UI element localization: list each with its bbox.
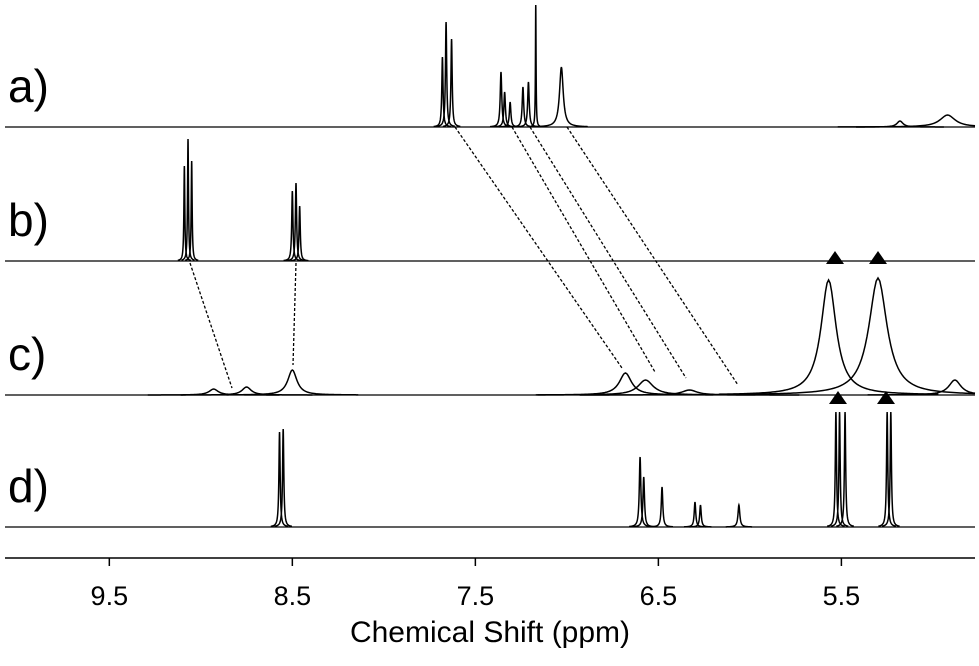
peak bbox=[274, 428, 293, 528]
peak bbox=[628, 456, 652, 528]
peak bbox=[270, 431, 289, 528]
peak bbox=[180, 386, 313, 396]
connector bbox=[566, 126, 739, 386]
x-tick-label: 8.5 bbox=[274, 581, 312, 611]
connector bbox=[511, 126, 656, 373]
peak bbox=[881, 411, 900, 527]
connector bbox=[454, 126, 623, 369]
series-label: d) bbox=[8, 460, 49, 512]
x-tick-label: 5.5 bbox=[823, 581, 861, 611]
peak bbox=[184, 160, 199, 262]
connector bbox=[292, 262, 297, 366]
peak bbox=[651, 486, 674, 528]
triangle-marker bbox=[869, 251, 887, 264]
peak bbox=[878, 411, 897, 527]
peak bbox=[683, 501, 707, 528]
peak bbox=[537, 372, 714, 396]
series-label: a) bbox=[8, 60, 49, 112]
connector bbox=[189, 262, 233, 389]
peak bbox=[837, 114, 976, 128]
x-tick-label: 7.5 bbox=[457, 581, 495, 611]
peak bbox=[826, 411, 845, 527]
peak bbox=[181, 138, 195, 261]
peak bbox=[746, 276, 976, 395]
peak bbox=[725, 502, 753, 528]
peak bbox=[718, 278, 939, 395]
peak bbox=[433, 56, 452, 128]
series-label: c) bbox=[8, 328, 46, 380]
peak bbox=[531, 4, 541, 127]
peak bbox=[689, 504, 712, 528]
x-tick-label: 9.5 bbox=[91, 581, 129, 611]
peak bbox=[511, 86, 534, 128]
peak bbox=[437, 21, 455, 128]
triangle-marker bbox=[829, 391, 847, 404]
connector bbox=[529, 126, 687, 379]
peak bbox=[579, 389, 800, 396]
peak bbox=[830, 411, 849, 527]
peak bbox=[226, 369, 359, 396]
peak bbox=[867, 379, 976, 396]
x-tick-label: 6.5 bbox=[640, 581, 678, 611]
connectors bbox=[189, 126, 739, 389]
peak bbox=[287, 182, 305, 262]
peak bbox=[442, 38, 461, 128]
triangle-marker bbox=[826, 251, 844, 264]
series-label: b) bbox=[8, 194, 49, 246]
peak bbox=[290, 205, 309, 262]
peak bbox=[836, 411, 855, 527]
peak bbox=[534, 66, 588, 128]
x-axis-title: Chemical Shift (ppm) bbox=[350, 616, 630, 649]
peak bbox=[283, 190, 302, 262]
peak bbox=[632, 476, 655, 528]
triangle-marker bbox=[877, 391, 895, 404]
peak bbox=[177, 165, 192, 262]
